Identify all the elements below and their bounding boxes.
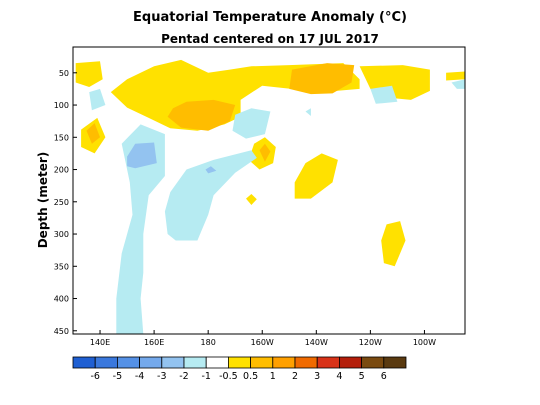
y-axis-ticks: 50 100 150 200 250 300 350 400 450 <box>54 69 77 336</box>
colorbar-label: -6 <box>90 371 99 382</box>
region-cool-west-core <box>127 142 157 169</box>
x-tick-label: 160W <box>251 338 274 347</box>
y-tick-label: 100 <box>54 101 69 110</box>
colorbar-label: -2 <box>179 371 188 382</box>
x-tick-label: 140W <box>305 338 328 347</box>
colorbar-swatch <box>139 356 163 369</box>
region-cool-east-spot <box>305 108 311 116</box>
x-tick-label: 140E <box>90 338 110 347</box>
region-warm-east-cell <box>294 153 338 199</box>
colorbar-label: -4 <box>135 371 144 382</box>
colorbar-label: -1 <box>201 371 210 382</box>
region-warm-deep-cell <box>381 221 406 267</box>
colorbar-swatch <box>250 356 274 369</box>
plot-frame <box>72 46 466 335</box>
region-warm-east-edge <box>446 71 465 81</box>
colorbar-swatch <box>72 356 96 369</box>
colorbar-swatch <box>161 356 185 369</box>
region-orange-west-subsurface <box>86 123 100 144</box>
colorbar-swatch <box>316 356 340 369</box>
y-tick-label: 250 <box>54 198 69 207</box>
y-tick-label: 50 <box>59 69 69 78</box>
colorbar-swatch <box>361 356 385 369</box>
region-orange-core-east <box>289 63 355 95</box>
chart-subtitle: Pentad centered on 17 JUL 2017 <box>161 32 379 46</box>
region-cool-west-column <box>116 124 165 334</box>
region-cool-east-surface <box>370 85 398 104</box>
y-tick-label: 350 <box>54 262 69 271</box>
colorbar-label: -3 <box>157 371 166 382</box>
x-tick-label: 120W <box>359 338 382 347</box>
region-cool-east-edge <box>451 79 465 89</box>
colorbar-swatch <box>272 356 296 369</box>
anomaly-regions <box>75 59 465 334</box>
colorbar-label: 0.5 <box>243 371 258 382</box>
colorbar-label: 2 <box>292 371 298 382</box>
x-tick-label: 160E <box>144 338 164 347</box>
region-orange-mid-cell <box>259 143 271 162</box>
colorbar-swatch <box>205 356 229 369</box>
colorbar-label: 5 <box>359 371 365 382</box>
y-axis-label: Depth (meter) <box>36 152 50 249</box>
colorbar-label: 3 <box>314 371 320 382</box>
region-cool-central-spot <box>205 166 217 174</box>
x-axis-ticks: 140E 160E 180 160W 140W 120W 100W <box>90 330 436 347</box>
y-tick-label: 400 <box>54 295 69 304</box>
region-warm-far-west <box>75 61 103 87</box>
colorbar-label: 4 <box>336 371 342 382</box>
region-cool-central-column <box>164 150 257 241</box>
region-cool-west-surface <box>89 88 106 111</box>
colorbar-swatch <box>227 356 251 369</box>
x-tick-label: 100W <box>413 338 436 347</box>
colorbar-label: 1 <box>270 371 276 382</box>
y-tick-label: 450 <box>54 327 69 336</box>
chart-title: Equatorial Temperature Anomaly (°C) <box>133 10 407 25</box>
colorbar-swatch <box>383 356 407 369</box>
y-tick-label: 200 <box>54 166 69 175</box>
x-tick-label: 180 <box>201 338 216 347</box>
y-tick-label: 150 <box>54 133 69 142</box>
colorbar-swatch <box>183 356 207 369</box>
region-cool-central <box>232 108 271 139</box>
colorbar-swatch <box>117 356 141 369</box>
region-orange-core-west <box>167 99 236 131</box>
region-warm-small-cell <box>246 194 257 205</box>
colorbar-swatch <box>294 356 318 369</box>
colorbar-swatch <box>338 356 362 369</box>
colorbar-swatch <box>94 356 118 369</box>
colorbar-label: -5 <box>113 371 122 382</box>
colorbar-label: -0.5 <box>219 371 238 382</box>
colorbar-label: 6 <box>381 371 387 382</box>
colorbar: -6 -5 -4 -3 -2 -1 -0.5 0.5 1 2 3 4 5 6 <box>72 356 407 382</box>
y-tick-label: 300 <box>54 230 69 239</box>
